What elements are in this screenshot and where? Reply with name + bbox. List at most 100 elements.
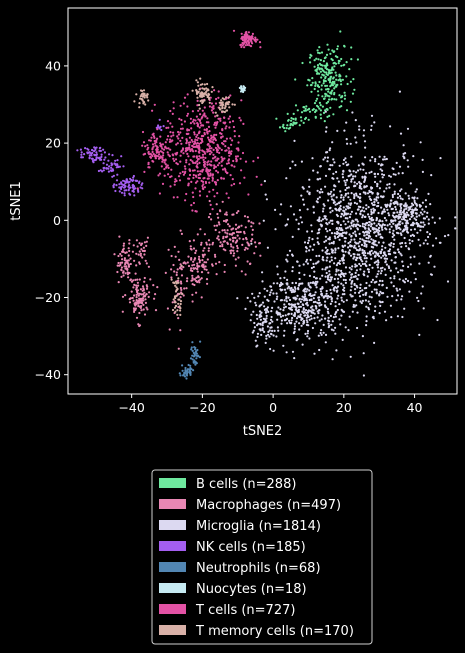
data-point bbox=[261, 271, 264, 274]
data-point bbox=[177, 137, 180, 140]
data-point bbox=[191, 358, 194, 361]
data-point bbox=[198, 151, 201, 154]
data-point bbox=[395, 287, 398, 290]
data-point bbox=[414, 190, 417, 193]
data-point bbox=[328, 221, 331, 224]
data-point bbox=[353, 181, 356, 184]
data-point bbox=[324, 66, 327, 69]
data-point bbox=[224, 104, 227, 107]
data-point bbox=[197, 157, 200, 161]
data-point bbox=[184, 199, 187, 202]
data-point bbox=[104, 156, 107, 159]
data-point bbox=[203, 253, 206, 256]
data-point bbox=[167, 248, 170, 251]
data-point bbox=[337, 221, 340, 224]
data-point bbox=[183, 372, 186, 375]
data-point bbox=[236, 234, 239, 237]
data-point bbox=[135, 284, 138, 287]
data-point bbox=[342, 288, 345, 291]
data-point bbox=[158, 192, 161, 195]
data-point bbox=[132, 299, 135, 302]
data-point bbox=[268, 293, 271, 297]
data-point bbox=[304, 117, 307, 121]
data-point bbox=[211, 179, 214, 182]
data-point bbox=[350, 295, 353, 298]
data-point bbox=[339, 196, 343, 199]
data-point bbox=[326, 160, 329, 163]
data-point bbox=[174, 290, 178, 293]
data-point bbox=[194, 119, 197, 122]
data-point bbox=[344, 181, 347, 184]
data-point bbox=[394, 205, 397, 209]
data-point bbox=[289, 167, 292, 170]
data-point bbox=[374, 305, 377, 308]
data-point bbox=[308, 185, 311, 188]
data-point bbox=[228, 126, 231, 129]
data-point bbox=[314, 81, 317, 84]
data-point bbox=[203, 233, 206, 236]
data-point bbox=[423, 223, 426, 226]
data-point bbox=[185, 287, 188, 290]
data-point bbox=[421, 170, 424, 173]
data-point bbox=[324, 268, 327, 271]
data-point bbox=[198, 173, 201, 176]
data-point bbox=[397, 271, 400, 274]
data-point bbox=[188, 371, 191, 374]
data-point bbox=[324, 92, 327, 95]
data-point bbox=[421, 201, 424, 204]
data-point bbox=[344, 183, 347, 187]
data-point bbox=[374, 158, 377, 161]
data-point bbox=[355, 223, 358, 226]
data-point bbox=[388, 231, 391, 234]
data-point bbox=[316, 90, 320, 93]
data-point bbox=[308, 107, 311, 110]
data-point bbox=[327, 88, 330, 91]
data-point bbox=[409, 234, 412, 237]
data-point bbox=[225, 125, 228, 128]
data-point bbox=[329, 192, 332, 195]
data-point bbox=[114, 159, 117, 162]
data-point bbox=[128, 301, 132, 304]
data-point bbox=[316, 85, 320, 88]
data-point bbox=[353, 244, 356, 247]
data-point bbox=[392, 173, 395, 176]
data-point bbox=[309, 258, 312, 261]
data-point bbox=[312, 108, 315, 111]
data-point bbox=[175, 143, 178, 146]
data-point bbox=[198, 261, 201, 264]
data-point bbox=[306, 262, 309, 265]
data-point bbox=[313, 312, 316, 315]
x-tick-label: 0 bbox=[269, 400, 277, 415]
data-point bbox=[170, 268, 173, 271]
data-point bbox=[325, 295, 328, 298]
data-point bbox=[439, 157, 442, 160]
data-point bbox=[427, 235, 430, 239]
data-point bbox=[398, 226, 401, 229]
data-point bbox=[354, 265, 357, 268]
data-point bbox=[359, 283, 362, 286]
data-point bbox=[201, 109, 204, 112]
data-point bbox=[353, 238, 356, 241]
data-point bbox=[135, 264, 138, 267]
data-point bbox=[410, 228, 413, 231]
data-point bbox=[384, 246, 387, 249]
data-point bbox=[228, 151, 231, 154]
data-point bbox=[211, 140, 214, 143]
data-point bbox=[230, 164, 233, 167]
data-point bbox=[326, 223, 329, 226]
data-point bbox=[342, 262, 345, 265]
data-point bbox=[319, 223, 322, 226]
data-point bbox=[264, 308, 267, 311]
data-point bbox=[355, 304, 358, 307]
data-point bbox=[399, 228, 402, 231]
data-point bbox=[379, 180, 382, 183]
data-point bbox=[390, 316, 393, 319]
data-point bbox=[161, 182, 165, 185]
data-point bbox=[191, 349, 194, 352]
data-point bbox=[395, 299, 398, 302]
data-point bbox=[421, 208, 424, 211]
data-point bbox=[206, 282, 209, 285]
data-point bbox=[357, 245, 361, 248]
data-point bbox=[370, 186, 373, 189]
data-point bbox=[184, 167, 187, 170]
